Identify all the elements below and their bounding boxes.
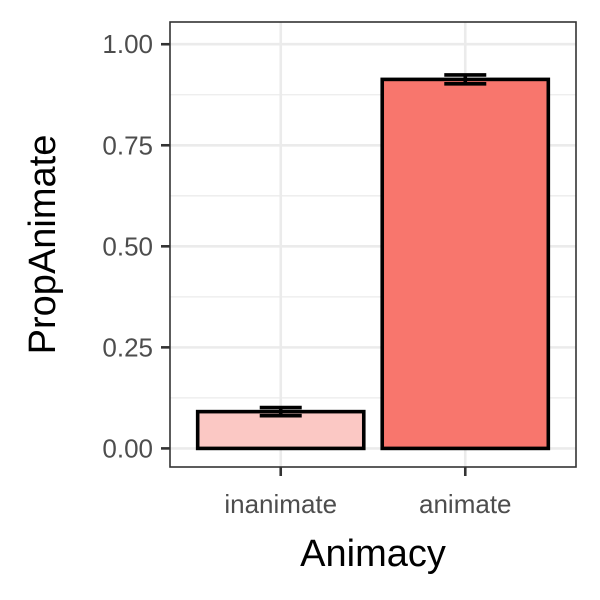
error-bars-group xyxy=(259,73,487,418)
bar-animate xyxy=(380,77,551,451)
y-tick-label: 1.00 xyxy=(102,29,153,59)
y-axis-title: PropAnimate xyxy=(22,135,64,355)
x-tick-label: inanimate xyxy=(224,489,337,519)
y-tick-label: 0.50 xyxy=(102,231,153,261)
y-tick-label: 0.00 xyxy=(102,433,153,463)
x-axis-title: Animacy xyxy=(300,533,446,575)
y-tick-label: 0.25 xyxy=(102,332,153,362)
bar-inanimate xyxy=(195,409,366,451)
y-tick-label: 0.75 xyxy=(102,130,153,160)
x-tick-label: animate xyxy=(419,489,512,519)
y-axis: 0.00 0.25 0.50 0.75 1.00 xyxy=(102,29,170,463)
x-axis: inanimate animate xyxy=(224,467,512,519)
bars-group xyxy=(195,77,551,451)
panel-border xyxy=(169,21,577,468)
